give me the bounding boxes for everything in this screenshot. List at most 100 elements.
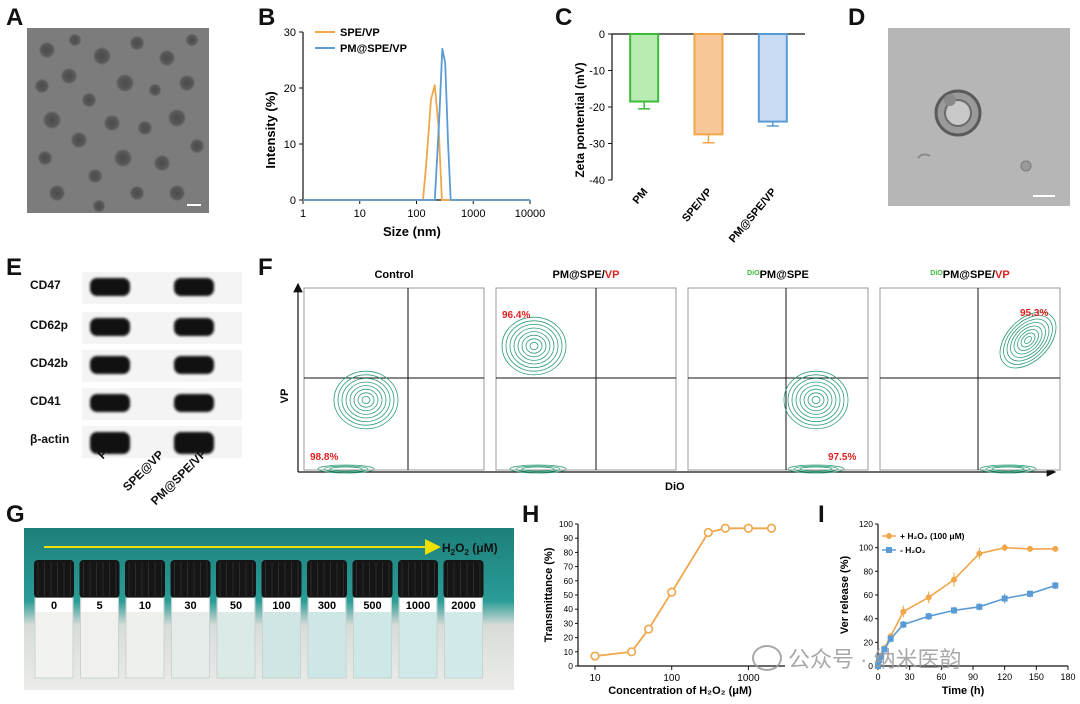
release-point-plus xyxy=(1052,545,1059,552)
transmittance-y-tick-label: 60 xyxy=(564,576,574,586)
dls-legend: SPE/VP PM@SPE/VP xyxy=(315,27,407,55)
release-point-plus xyxy=(900,608,907,615)
transmittance-point xyxy=(667,587,677,597)
panel-label-h: H xyxy=(522,501,540,528)
flow-percentage: 97.5% xyxy=(828,452,856,463)
flow-x-label: DiO xyxy=(665,481,685,493)
vial-label xyxy=(81,598,118,612)
legend-label-plus-h2o2: + H₂O₂ (100 μM) xyxy=(900,531,965,541)
flow-percentage: 98.8% xyxy=(310,452,338,463)
dls-y-tick-label: 30 xyxy=(284,27,296,39)
vial-label xyxy=(263,598,300,612)
vial-label xyxy=(127,598,163,612)
dls-series-pm-spe-vp xyxy=(303,47,530,201)
vial-cap xyxy=(34,560,74,598)
release-chart: 0 20 40 60 80 100 120 0 30 60 90 120 150 180 + H₂O₂ (… xyxy=(839,519,1076,697)
release-point-minus xyxy=(875,663,881,669)
panel-label-g: G xyxy=(6,501,25,528)
transmittance-axes: 0 10 20 30 40 50 60 70 80 90 100 10 100 1000 xyxy=(559,519,785,684)
panel-label-e: E xyxy=(6,254,23,281)
release-y-tick-label: 60 xyxy=(864,590,874,600)
blot-band xyxy=(174,318,214,336)
legend-label-minus-h2o2: - H₂O₂ xyxy=(900,545,926,555)
flow-plot-frame xyxy=(687,287,869,471)
release-point-minus xyxy=(878,653,885,660)
blot-band xyxy=(90,432,130,454)
tem-single-particle xyxy=(888,28,1070,206)
zeta-y-tick-label: -30 xyxy=(589,139,605,151)
transmittance-line xyxy=(594,527,772,657)
release-point-minus xyxy=(1027,590,1033,597)
release-point-plus xyxy=(1027,545,1033,552)
blot-band xyxy=(90,356,130,374)
vial-8: 1000 xyxy=(398,560,438,679)
blot-band xyxy=(174,394,214,412)
h2o2-arrow-label: H2O2 (μM) xyxy=(442,541,498,557)
release-point-plus xyxy=(951,576,957,583)
dls-y-tick-label: 10 xyxy=(284,139,296,151)
transmittance-y-tick-label: 40 xyxy=(564,604,574,614)
blot-band xyxy=(174,278,214,296)
transmittance-point xyxy=(644,624,654,634)
dls-series-spe-vp xyxy=(303,84,530,201)
protein-label-1: CD62p xyxy=(30,318,69,332)
dls-lines xyxy=(303,47,530,201)
vials-svg: H2O2 (μM) 0 5 10 30 50 100 300 500 1000 2000 xyxy=(34,539,498,679)
release-x-tick-label: 150 xyxy=(1029,672,1044,682)
transmittance-x-tick-label: 10 xyxy=(589,673,601,684)
vial-1: 5 xyxy=(79,560,120,679)
vial-label xyxy=(309,598,345,612)
blot-strip-3 xyxy=(82,388,242,420)
release-y-tick-label: 40 xyxy=(864,614,874,624)
dls-axes: 0 10 20 30 1 10 100 1000 10000 xyxy=(284,27,546,220)
release-y-tick-label: 20 xyxy=(864,637,874,647)
zeta-category-label: PM xyxy=(631,186,651,206)
transmittance-plot xyxy=(590,523,777,661)
contour-population xyxy=(783,370,849,474)
vial-cap xyxy=(261,560,302,598)
flow-plot-frame xyxy=(879,287,1061,471)
tem-particles xyxy=(27,28,209,213)
blot-band xyxy=(174,432,214,454)
release-x-title: Time (h) xyxy=(942,685,985,697)
flow-plot-frame xyxy=(303,287,485,471)
blot-strip-4 xyxy=(82,426,242,458)
vial-concentration-label: 50 xyxy=(230,600,242,612)
transmittance-point xyxy=(627,647,637,657)
release-x-tick-label: 180 xyxy=(1060,672,1075,682)
vial-cap xyxy=(398,560,438,598)
protein-label-3: CD41 xyxy=(30,394,61,408)
release-point-minus xyxy=(881,646,888,653)
flow-percentage: 96.4% xyxy=(502,310,530,321)
vial-cap xyxy=(352,560,393,598)
watermark: 公众号 · 纳米医韵 xyxy=(752,642,962,674)
flow-plot-1: PM@SPE/VP 96.4% xyxy=(495,269,677,474)
vial-3: 30 xyxy=(170,560,211,679)
zeta-bar-1 xyxy=(693,33,724,136)
vial-concentration-label: 100 xyxy=(272,600,290,612)
flow-plot-0: Control 98.8% xyxy=(303,269,485,474)
transmittance-point xyxy=(766,523,777,533)
vial-0: 0 xyxy=(34,560,74,679)
panel-label-f: F xyxy=(258,254,273,281)
vial-concentration-label: 10 xyxy=(139,600,151,612)
dls-y-tick-label: 20 xyxy=(284,83,296,95)
vial-label xyxy=(172,598,209,612)
flow-plot-title: DiOPM@SPE/VP xyxy=(930,269,1009,281)
vial-4: 50 xyxy=(216,560,256,679)
dls-x-tick-label: 1000 xyxy=(461,208,485,220)
transmittance-x-tick-label: 100 xyxy=(663,673,680,684)
legend-label-spe-vp: SPE/VP xyxy=(340,27,380,39)
wechat-icon xyxy=(752,645,782,671)
release-point-minus xyxy=(976,603,983,610)
release-point-minus xyxy=(876,657,883,664)
vial-label xyxy=(354,598,391,612)
tem-image-d xyxy=(888,28,1070,206)
release-x-tick-label: 90 xyxy=(968,672,978,682)
vial-9: 2000 xyxy=(443,560,484,679)
release-x-tick-label: 30 xyxy=(905,672,915,682)
release-y-title: Ver release (%) xyxy=(839,556,851,635)
zeta-bars: PM SPE/VP PM@SPE/VP xyxy=(629,33,788,245)
blot-band xyxy=(174,356,214,374)
